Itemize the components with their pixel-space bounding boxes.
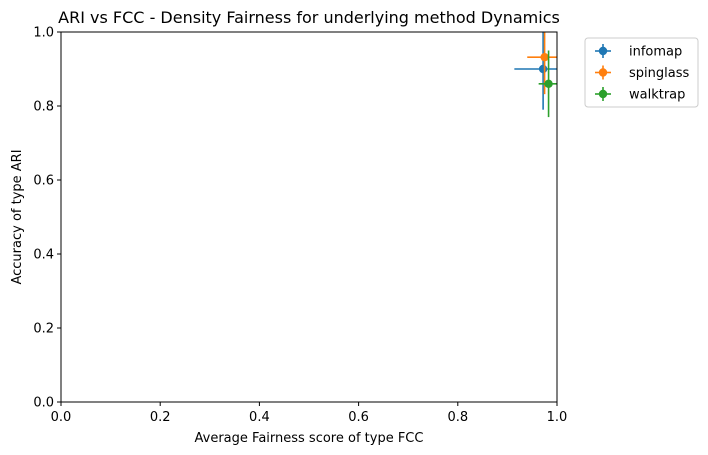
legend-frame [584, 37, 699, 108]
x-tick-label: 1.0 [547, 410, 568, 425]
legend-label-infomap: infomap [629, 45, 682, 60]
legend-entry-infomap: infomap [595, 44, 682, 60]
plot-frame [60, 31, 558, 403]
x-axis-label: Average Fairness score of type FCC [195, 431, 424, 446]
data-point-spinglass [540, 52, 549, 62]
legend-label-walktrap: walktrap [629, 88, 685, 103]
legend-marker-infomap [598, 46, 608, 56]
y-tick-label: 0.6 [33, 174, 54, 189]
x-tick-label: 0.2 [150, 410, 171, 425]
chart-title: ARI vs FCC - Density Fairness for underl… [58, 8, 560, 27]
legend-marker-walktrap [598, 89, 608, 99]
x-axis-ticks: 0.0 0.2 0.4 0.6 0.8 1.0 [51, 402, 568, 425]
x-tick-label: 0.0 [51, 410, 72, 425]
legend-label-spinglass: spinglass [629, 66, 689, 81]
x-tick-label: 0.6 [348, 410, 369, 425]
legend-entry-walktrap: walktrap [595, 87, 685, 103]
x-tick-label: 0.4 [249, 410, 270, 425]
x-tick-label: 0.8 [447, 410, 468, 425]
legend: infomap spinglass walktrap [584, 37, 699, 108]
y-tick-label: 0.2 [33, 322, 54, 337]
legend-entry-spinglass: spinglass [595, 65, 689, 81]
series-infomap [514, 32, 557, 110]
y-tick-label: 0.8 [33, 100, 54, 115]
y-tick-label: 0.0 [33, 396, 54, 411]
y-axis-ticks: 0.0 0.2 0.4 0.6 0.8 1.0 [33, 26, 61, 411]
data-point-infomap [538, 64, 548, 74]
legend-marker-spinglass [598, 68, 608, 77]
series-walktrap [538, 50, 557, 118]
y-axis-label: Accuracy of type ARI [10, 149, 25, 284]
y-tick-label: 1.0 [33, 26, 54, 41]
data-point-walktrap [544, 79, 553, 89]
y-tick-label: 0.4 [33, 248, 54, 263]
plot-area [514, 32, 557, 118]
